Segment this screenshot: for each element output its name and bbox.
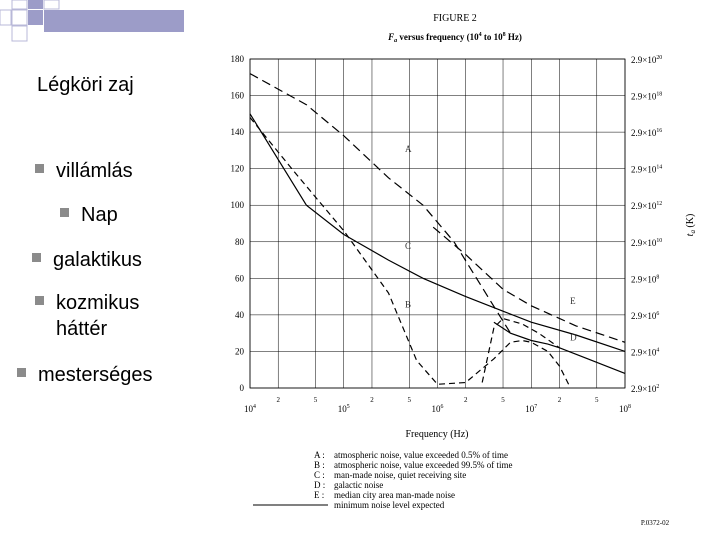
legend-text: minimum noise level expected <box>334 500 445 510</box>
bullet-item: Nap <box>60 202 118 228</box>
bullet-square-icon <box>60 208 69 218</box>
series-label: B <box>405 300 411 310</box>
y-tick-label-right: 2.9×1014 <box>631 165 662 175</box>
chart-title: Fa versus frequency (104 to 108 Hz) <box>387 32 522 44</box>
series-label: A <box>405 144 412 154</box>
y-tick-label-right: 2.9×1020 <box>631 55 662 65</box>
series-label: D <box>570 332 577 342</box>
legend-key: C : <box>314 470 325 480</box>
x-axis-label: Frequency (Hz) <box>405 429 468 440</box>
bullet-item: galaktikus <box>32 247 142 273</box>
y-tick-label-right: 2.9×104 <box>631 347 659 357</box>
x-tick-label: 2 <box>370 396 374 404</box>
bullet-square-icon <box>35 296 44 306</box>
y-tick-label-left: 100 <box>231 200 245 210</box>
bullet-square-icon <box>32 253 41 263</box>
y-tick-label-right: 2.9×108 <box>631 274 659 284</box>
bullet-text: Nap <box>81 204 118 226</box>
x-tick-label: 105 <box>338 404 350 414</box>
y-tick-label-left: 60 <box>235 273 245 283</box>
series-line-e <box>432 226 626 343</box>
x-tick-label: 108 <box>619 404 631 414</box>
series-label: C <box>405 241 411 251</box>
legend-key: B : <box>314 460 325 470</box>
x-tick-label: 5 <box>408 396 412 404</box>
series-line-a <box>249 73 512 334</box>
y-axis-label-right: ta (K) <box>685 214 697 237</box>
x-tick-label: 2 <box>276 396 280 404</box>
x-tick-label: 107 <box>525 404 537 414</box>
y-tick-label-right: 2.9×1010 <box>631 238 662 248</box>
series-line-minimum <box>493 321 626 374</box>
figure-code: P.0372-02 <box>641 519 670 527</box>
legend-key: A : <box>314 450 325 460</box>
y-tick-label-right: 2.9×1018 <box>631 92 662 102</box>
x-tick-label: 5 <box>595 396 599 404</box>
legend-key: D : <box>314 480 325 490</box>
legend-text: man-made noise, quiet receiving site <box>334 470 466 480</box>
y-tick-label-left: 120 <box>231 164 245 174</box>
x-tick-label: 5 <box>314 396 318 404</box>
slide-title: Légköri zaj <box>37 74 134 96</box>
y-tick-label-right: 2.9×1016 <box>631 128 662 138</box>
series-line-b <box>249 117 570 385</box>
x-tick-label: 106 <box>432 404 444 414</box>
grid <box>249 58 626 389</box>
bullet-square-icon <box>35 164 44 174</box>
series-line-d <box>481 317 560 383</box>
y-tick-label-left: 140 <box>231 127 245 137</box>
x-tick-label: 2 <box>558 396 562 404</box>
bullet-text: kozmikus háttér <box>56 292 140 340</box>
x-tick-label: 5 <box>501 396 505 404</box>
bullet-text: galaktikus <box>53 249 142 271</box>
bullet-item: villámlás <box>35 158 133 184</box>
ticks-group: 0 20 40 60 80 100 120 140 160 180 2.9×102 2.9×104 2.… <box>231 54 663 414</box>
y-tick-label-left: 20 <box>235 346 245 356</box>
x-tick-label: 2 <box>464 396 468 404</box>
bullet-item: mesterséges <box>17 362 153 388</box>
bullet-item: kozmikus háttér <box>35 290 205 342</box>
y-tick-label-left: 40 <box>235 310 245 320</box>
series-group: A B C D E <box>249 73 626 385</box>
decorative-squares <box>0 0 184 42</box>
legend: A : atmospheric noise, value exceeded 0.5… <box>253 450 512 510</box>
y-tick-label-right: 2.9×1012 <box>631 201 662 211</box>
series-line-c <box>249 113 626 352</box>
legend-text: atmospheric noise, value exceeded 0.5% o… <box>334 450 508 460</box>
y-tick-label-right: 2.9×106 <box>631 311 659 321</box>
bullet-square-icon <box>17 368 26 378</box>
bullet-text: mesterséges <box>38 364 153 386</box>
bullet-text: villámlás <box>56 160 133 182</box>
legend-text: galactic noise <box>334 480 383 490</box>
noise-chart: FIGURE 2 Fa versus frequency (104 to 108… <box>231 13 698 527</box>
y-tick-label-left: 80 <box>235 237 245 247</box>
legend-text: atmospheric noise, value exceeded 99.5% … <box>334 460 512 470</box>
legend-text: median city area man-made noise <box>334 490 455 500</box>
y-tick-label-right: 2.9×102 <box>631 384 659 394</box>
series-label: E <box>570 296 576 306</box>
legend-key: E : <box>314 490 324 500</box>
figure-label: FIGURE 2 <box>433 13 477 24</box>
y-tick-label-left: 180 <box>231 54 245 64</box>
y-tick-label-left: 0 <box>240 383 245 393</box>
y-tick-label-left: 160 <box>231 91 245 101</box>
x-tick-label: 104 <box>244 404 256 414</box>
